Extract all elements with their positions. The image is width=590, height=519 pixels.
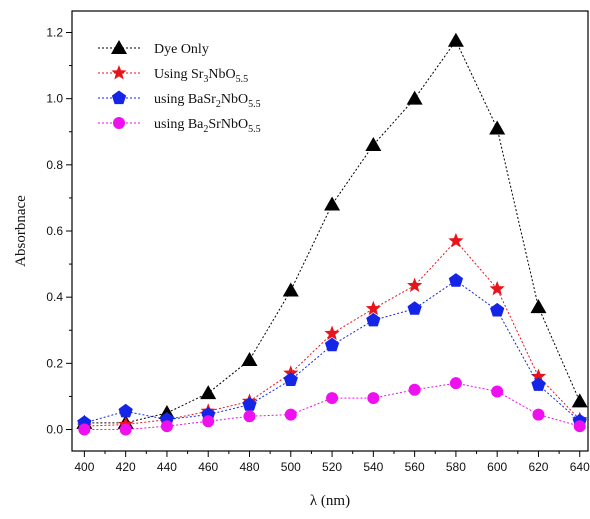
data-point — [531, 377, 546, 391]
legend-marker — [111, 65, 127, 80]
data-point — [365, 136, 382, 151]
legend-label: Dye Only — [154, 42, 209, 57]
data-point — [408, 383, 421, 396]
legend-marker — [111, 40, 127, 54]
data-point — [365, 300, 381, 316]
data-point — [160, 420, 173, 433]
legend-marker — [113, 117, 125, 129]
y-tick-label: 1.0 — [46, 92, 63, 106]
data-point — [78, 423, 91, 436]
data-point — [241, 352, 258, 367]
x-tick-label: 600 — [487, 460, 507, 474]
series-layer — [76, 32, 588, 436]
legend-label: using Ba2SrNbO5.5 — [154, 117, 261, 135]
data-point — [324, 337, 340, 352]
x-tick-label: 440 — [157, 460, 177, 474]
data-point — [243, 410, 256, 423]
y-tick-label: 0.6 — [46, 224, 63, 238]
series-3 — [78, 377, 586, 436]
legend-item: using BaSr2NbO5.5 — [98, 90, 261, 110]
legend-item: using Ba2SrNbO5.5 — [98, 117, 261, 135]
legend-label-part: 5.5 — [236, 74, 249, 85]
data-point — [119, 423, 132, 436]
legend-label-part: 2 — [216, 99, 221, 110]
x-tick-label: 480 — [239, 460, 259, 474]
data-point — [448, 232, 464, 248]
data-point — [490, 302, 505, 317]
x-tick-label: 500 — [281, 460, 301, 474]
data-point — [571, 393, 588, 408]
data-point — [489, 120, 506, 135]
series-2 — [77, 273, 587, 429]
data-point — [242, 397, 257, 411]
data-point — [283, 372, 298, 386]
legend-label: using BaSr2NbO5.5 — [154, 92, 261, 110]
legend-label-part: 5.5 — [248, 124, 261, 135]
legend-label: Using Sr3NbO5.5 — [154, 67, 248, 85]
data-point — [282, 282, 299, 297]
x-tick-label: 620 — [528, 460, 548, 474]
plot-frame — [71, 10, 589, 452]
data-point — [366, 312, 381, 327]
data-point — [324, 325, 340, 341]
y-tick-label: 0.4 — [46, 290, 63, 304]
x-tick-label: 540 — [363, 460, 383, 474]
legend-label-part: using Ba — [154, 117, 204, 132]
legend-label-part: using BaSr — [154, 92, 216, 107]
legend-label-part: NbO — [221, 92, 248, 107]
data-point — [326, 392, 339, 405]
x-tick-label: 420 — [116, 460, 136, 474]
data-point — [573, 420, 586, 433]
data-point — [448, 273, 464, 287]
y-tick-label: 0.0 — [46, 422, 63, 436]
y-axis: 0.0 0.2 0.4 0.6 0.8 1.0 1.2 — [46, 26, 72, 436]
x-tick-label: 580 — [446, 460, 466, 474]
series-line — [84, 382, 580, 430]
data-point — [491, 385, 504, 398]
legend-label-part: NbO — [208, 67, 235, 82]
data-point — [406, 90, 423, 105]
data-point — [324, 196, 341, 211]
data-point — [447, 32, 464, 47]
data-point — [367, 392, 380, 405]
x-tick-label: 520 — [322, 460, 342, 474]
data-point — [449, 377, 462, 390]
x-tick-label: 640 — [570, 460, 590, 474]
data-point — [530, 299, 547, 314]
data-point — [284, 408, 297, 421]
y-tick-label: 0.2 — [46, 356, 63, 370]
x-tick-label: 400 — [74, 460, 94, 474]
y-tick-label: 0.8 — [46, 158, 63, 172]
data-point — [407, 277, 423, 293]
x-axis-title: λ (nm) — [310, 493, 350, 509]
y-axis-title: Absorbnace — [13, 195, 29, 267]
legend-label-part: Dye Only — [154, 42, 209, 57]
data-point — [202, 415, 215, 428]
legend-marker — [111, 90, 127, 105]
legend-label-part: 2 — [203, 124, 208, 135]
x-tick-label: 560 — [405, 460, 425, 474]
data-point — [200, 385, 217, 400]
legend-label-part: SrNbO — [208, 117, 248, 132]
data-point — [118, 403, 133, 418]
data-point — [407, 301, 422, 315]
data-point — [532, 408, 545, 421]
y-tick-label: 1.2 — [46, 26, 63, 40]
legend-item: Using Sr3NbO5.5 — [98, 65, 248, 85]
legend-item: Dye Only — [98, 40, 209, 57]
x-tick-label: 460 — [198, 460, 218, 474]
legend-label-part: 5.5 — [248, 99, 261, 110]
data-point — [530, 368, 547, 384]
legend-label-part: Using Sr — [154, 67, 204, 82]
data-point — [489, 280, 505, 296]
x-axis: 400 420 440 460 480 500 520 540 560 580 600 620 640 — [74, 451, 590, 474]
legend-label-part: 3 — [203, 74, 208, 85]
